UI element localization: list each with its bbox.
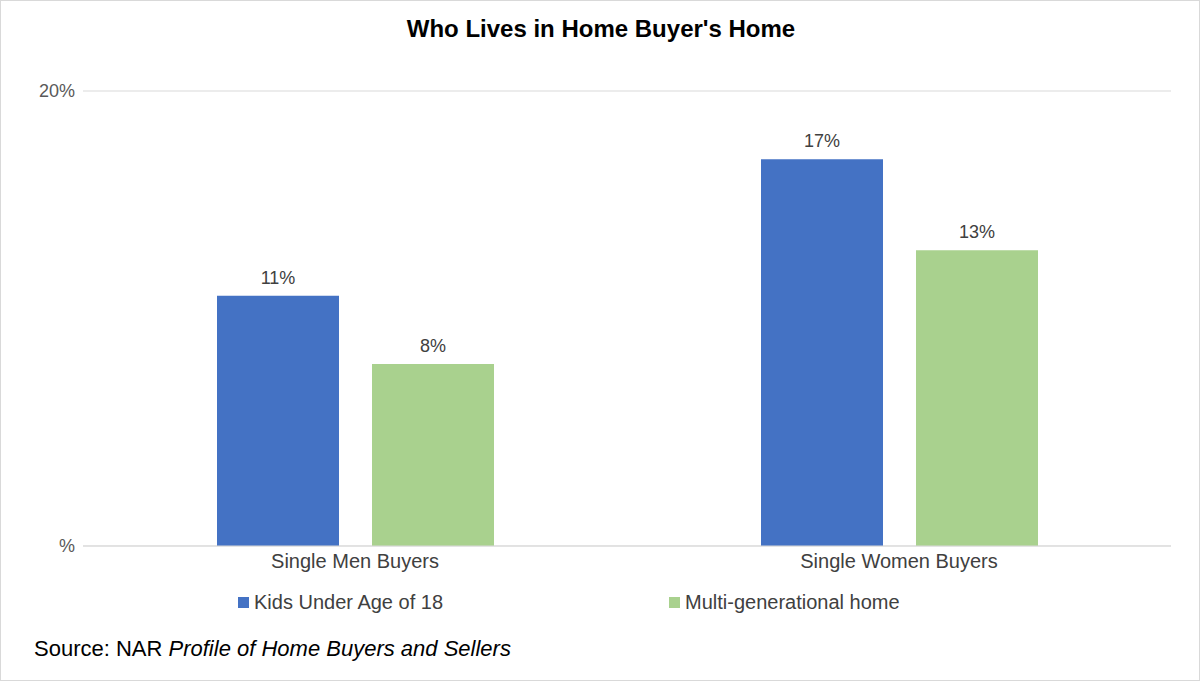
svg-text:11%: 11% [261,268,296,288]
svg-text:Single Men Buyers: Single Men Buyers [271,550,439,572]
html-text:Multi-generational home: Multi-generational home [685,591,900,613]
svg-text:13%: 13% [959,222,995,242]
svg-text:20%: 20% [39,81,75,101]
html-text:Kids Under Age of 18: Kids Under Age of 18 [254,591,443,613]
svg-text:8%: 8% [420,336,446,356]
html-text:Source: NAR Profile of Home Bu: Source: NAR Profile of Home Buyers and S… [34,636,511,661]
svg-text:Single Women Buyers: Single Women Buyers [800,550,998,572]
svg-text:17%: 17% [804,131,840,151]
html-text:Who Lives in Home Buyer's Home: Who Lives in Home Buyer's Home [406,15,796,42]
svg-text:%: % [59,536,75,556]
